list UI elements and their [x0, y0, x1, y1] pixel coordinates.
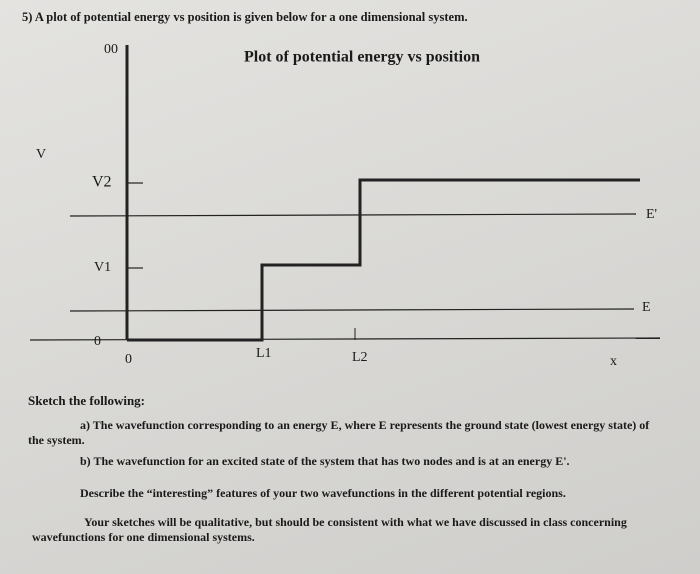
- diagram-title: Plot of potential energy vs position: [244, 49, 480, 66]
- item: a) The wavefunction corresponding to an …: [28, 418, 650, 447]
- y-label: 0: [94, 334, 101, 349]
- y-label: V1: [94, 260, 111, 275]
- describe: Describe the “interesting” features of y…: [80, 486, 566, 500]
- note: Your sketches will be qualitative, but s…: [32, 515, 627, 544]
- question: 5) A plot of potential energy vs positio…: [22, 10, 468, 24]
- y-label: V2: [92, 174, 112, 191]
- x-label: L1: [256, 346, 272, 361]
- y-axis-label: V: [36, 147, 46, 162]
- energy-line: [69, 308, 635, 312]
- energy-label: E': [646, 207, 657, 222]
- diagram-lines: [29, 45, 661, 342]
- energy-label: E: [642, 300, 651, 315]
- x-axis: [29, 337, 661, 341]
- potential: [127, 178, 640, 342]
- wall-label: 00: [104, 42, 118, 57]
- x-label: 0: [125, 352, 132, 367]
- item: b) The wavefunction for an excited state…: [80, 454, 570, 468]
- x-label: L2: [352, 350, 368, 365]
- energy-line: [69, 213, 637, 217]
- diagram: Plot of potential energy vs position 00 …: [29, 42, 661, 369]
- intro: Sketch the following:: [28, 393, 145, 408]
- x-label: x: [610, 354, 617, 369]
